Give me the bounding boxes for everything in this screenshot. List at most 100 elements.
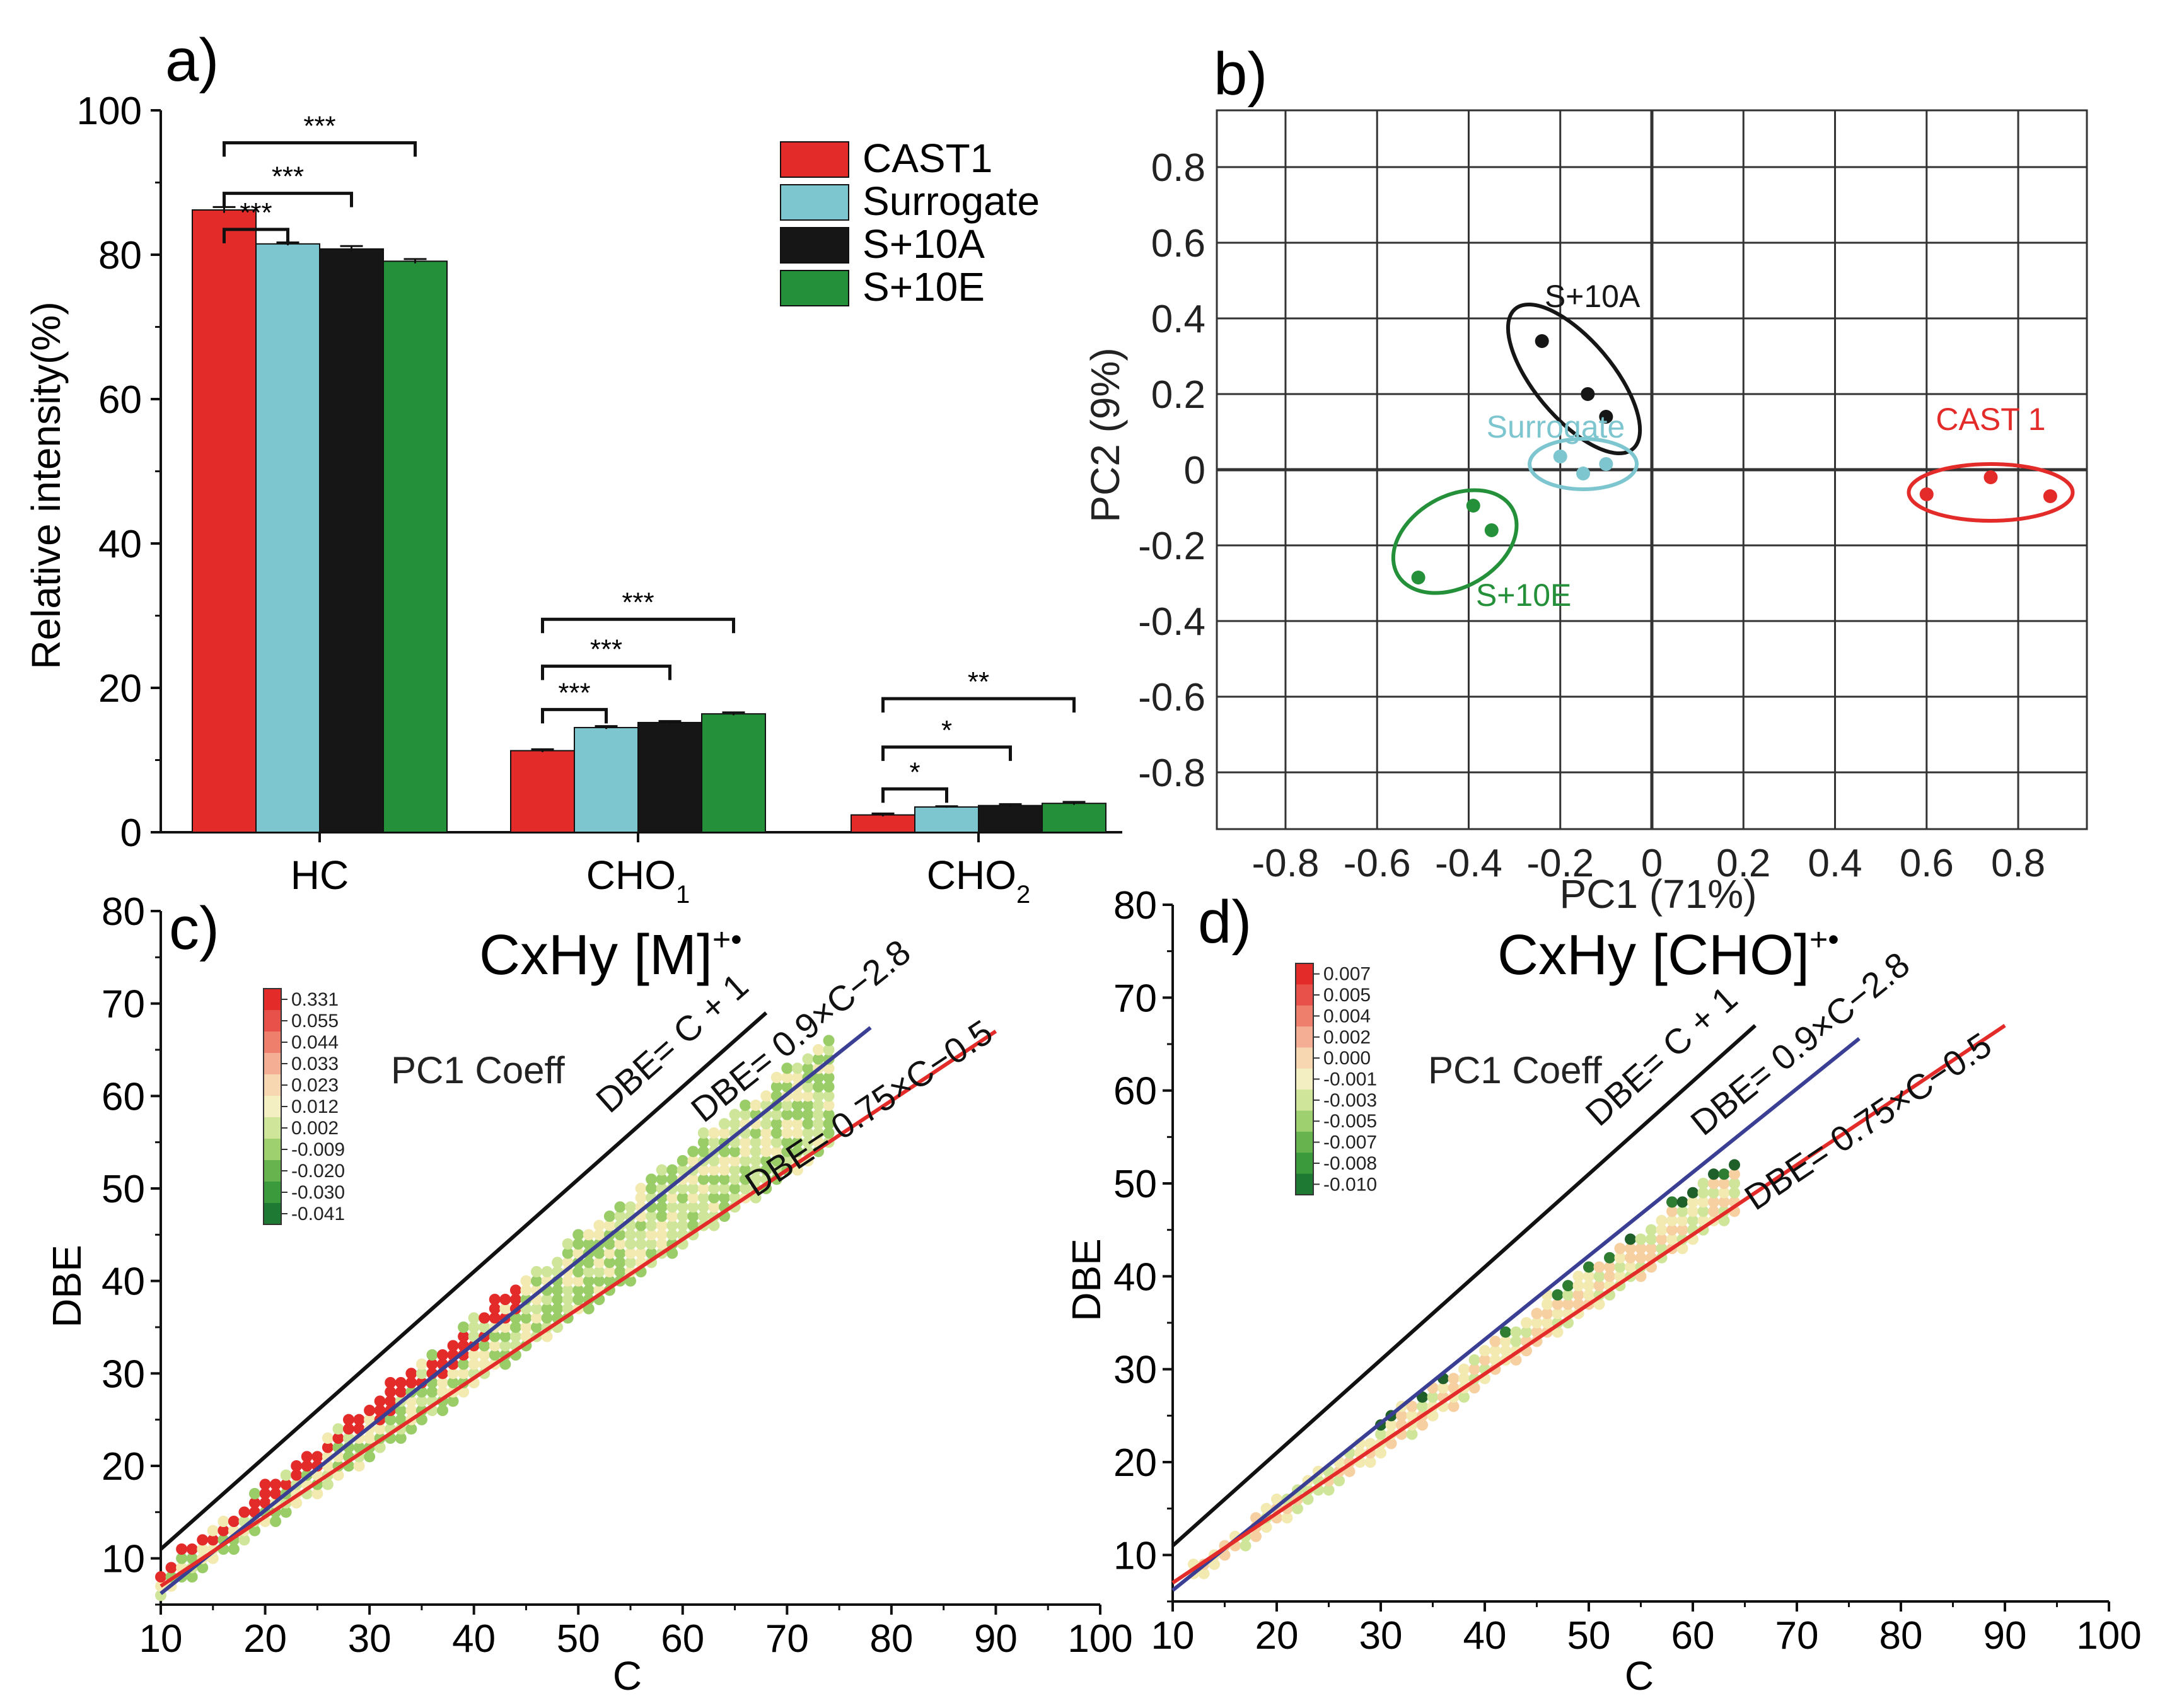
d-point [1729,1187,1740,1199]
d-point [1718,1178,1730,1189]
c-colorbar-segment [264,1031,281,1054]
d-point [1427,1391,1439,1403]
c-point [813,1090,824,1102]
c-point [770,1136,782,1148]
c-point [791,1136,803,1148]
c-point [697,1173,709,1185]
c-point [760,1164,772,1176]
c-point [583,1257,595,1269]
a-legend-swatch [780,227,849,264]
c-point [374,1405,386,1416]
c-point [719,1183,730,1194]
panel-b-xlabel: PC1 (71%) [1560,871,1757,917]
c-point [646,1229,658,1241]
d-point [1281,1512,1293,1524]
c-point [635,1219,647,1231]
panel-c-label: c) [169,895,219,962]
c-point [740,1155,752,1166]
d-xtick-label: 30 [1359,1614,1403,1658]
d-colorbar-segment [1296,1153,1313,1175]
c-point [802,1081,814,1093]
d-point [1531,1308,1543,1320]
c-point [552,1303,564,1315]
a-bar [701,713,766,833]
c-point [802,1090,814,1102]
d-point [1479,1354,1490,1366]
a-xtick-label-main: CHO [586,852,676,898]
c-point [719,1118,730,1130]
b-point [2043,489,2057,503]
c-point [197,1534,209,1546]
d-point [1729,1159,1740,1171]
c-point [770,1127,782,1139]
c-point [489,1312,501,1324]
c-colorbar-segment [264,1117,281,1139]
c-point [677,1183,688,1194]
d-colorbar-label: -0.008 [1323,1153,1377,1174]
panel-c-title-main: CxHy [M] [479,924,712,987]
a-bracket [541,665,671,680]
d-point [1614,1243,1626,1255]
c-point [666,1219,678,1231]
c-point [677,1155,688,1166]
c-point [813,1100,824,1111]
c-point [823,1090,835,1102]
c-point [781,1062,793,1074]
c-point [614,1257,626,1269]
d-point [1666,1224,1678,1236]
d-point [1364,1456,1376,1468]
c-point [447,1395,459,1407]
d-point [1593,1270,1605,1282]
c-point [813,1044,824,1055]
c-point [603,1247,615,1259]
c-point [176,1543,188,1555]
c-xtick-label: 20 [243,1617,287,1661]
a-legend-label: S+10E [862,264,985,310]
c-point [740,1146,752,1158]
c-point [426,1358,438,1370]
c-point [353,1414,365,1426]
c-point [708,1201,720,1213]
c-point [625,1229,636,1241]
d-ytick-label: 10 [1113,1534,1157,1577]
c-point [207,1525,219,1537]
c-point [729,1164,741,1176]
a-bracket-label: *** [272,161,304,192]
c-ytick-label: 60 [102,1075,145,1118]
a-xtick-label-subscript: 2 [1016,881,1030,909]
b-ytick-label: 0.4 [1151,298,1205,341]
c-point [562,1294,574,1305]
c-point [468,1312,480,1324]
c-point [740,1183,752,1194]
c-point [259,1488,271,1499]
d-point [1417,1419,1428,1431]
d-point [1542,1317,1553,1328]
c-point [562,1284,574,1296]
c-colorbar-label: -0.020 [291,1161,345,1182]
b-ytick-label: 0.6 [1151,222,1205,265]
a-bar [383,260,448,833]
panel-c-colorbar-title: PC1 Coeff [391,1049,565,1091]
c-point [509,1322,521,1333]
c-colorbar-label: 0.002 [291,1118,339,1139]
c-colorbar-label: 0.023 [291,1075,339,1096]
c-point [583,1238,595,1250]
d-ytick-label: 80 [1113,884,1157,927]
panel-d-ylabel: DBE [1064,1238,1109,1322]
c-point [719,1127,730,1139]
c-point [750,1136,762,1148]
c-point [791,1146,803,1158]
d-point [1656,1233,1668,1245]
c-point [489,1294,501,1305]
c-point [364,1451,376,1463]
panel-b-points: S+10A Surrogate CAST 1 S+10E [1391,279,2075,613]
c-point [770,1081,782,1093]
c-point [781,1100,793,1111]
c-point [479,1322,491,1333]
d-point [1687,1214,1699,1226]
b-xtick-label: -0.6 [1344,842,1411,885]
a-xtick-label: CHO2 [927,852,1030,909]
c-point [635,1238,647,1250]
c-point [697,1211,709,1222]
